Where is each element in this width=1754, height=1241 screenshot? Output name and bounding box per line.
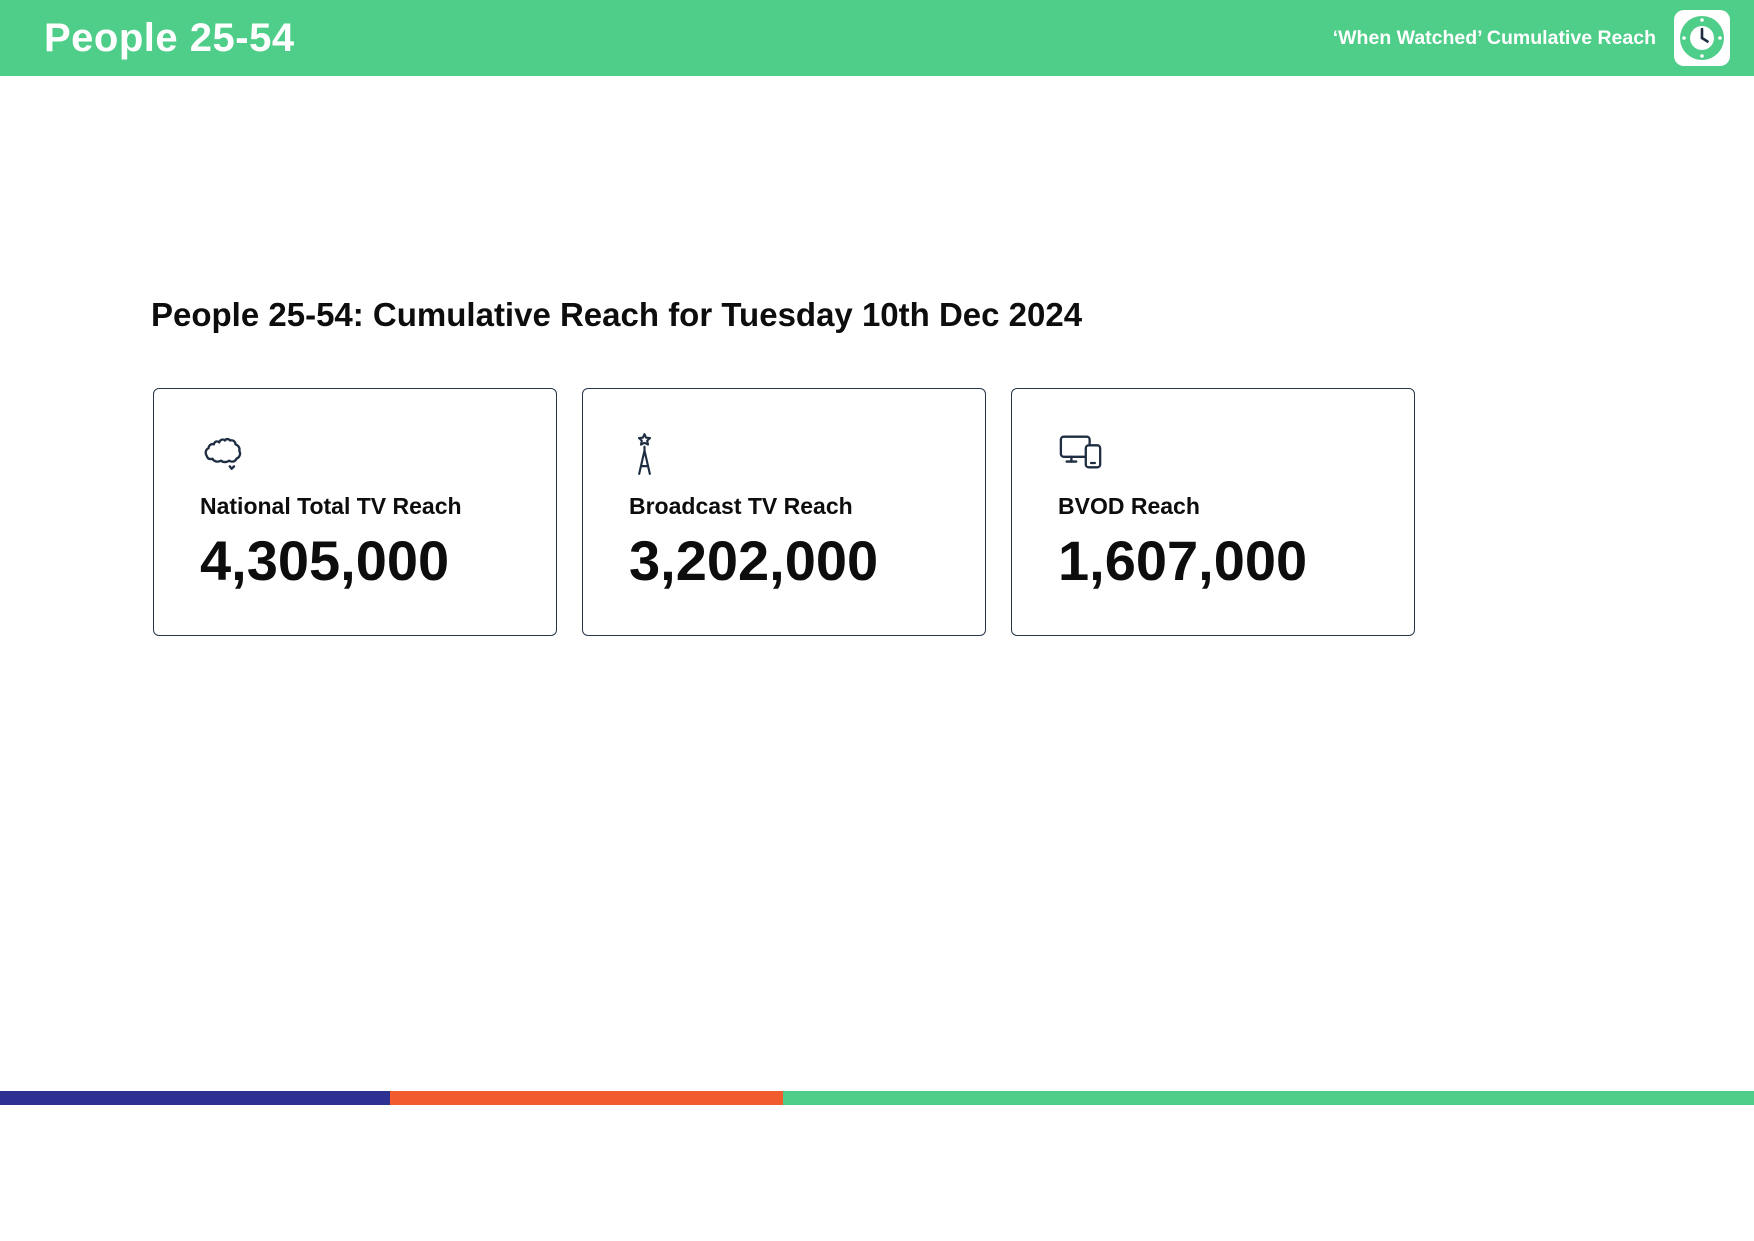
card-value: 1,607,000: [1058, 529, 1308, 592]
section-title: People 25-54: Cumulative Reach for Tuesd…: [151, 296, 1083, 333]
card-label: Broadcast TV Reach: [629, 493, 853, 519]
footer-segment-orange: [390, 1091, 783, 1105]
page-title: People 25-54: [44, 15, 295, 60]
card-label: National Total TV Reach: [200, 493, 462, 519]
header-subtitle: ‘When Watched’ Cumulative Reach: [1332, 26, 1656, 49]
header-bar: People 25-54 ‘When Watched’ Cumulative R…: [0, 0, 1754, 76]
card-value: 4,305,000: [200, 529, 450, 592]
broadcast-tower-icon: [629, 431, 939, 481]
header-right-group: ‘When Watched’ Cumulative Reach: [1333, 10, 1730, 66]
footer-segment-green: [783, 1091, 1754, 1105]
card-label: BVOD Reach: [1058, 493, 1200, 519]
card-national-total-tv-reach: National Total TV Reach 4,305,000: [153, 388, 557, 636]
clock-logo-icon: [1674, 10, 1730, 66]
footer-segment-navy: [0, 1091, 390, 1105]
devices-icon: [1058, 431, 1368, 481]
footer-stripe: [0, 1091, 1754, 1105]
card-bvod-reach: BVOD Reach 1,607,000: [1011, 388, 1415, 636]
australia-map-icon: [200, 431, 510, 481]
kpi-cards-row: National Total TV Reach 4,305,000 Broadc…: [153, 388, 1415, 636]
card-broadcast-tv-reach: Broadcast TV Reach 3,202,000: [582, 388, 986, 636]
card-value: 3,202,000: [629, 529, 879, 592]
